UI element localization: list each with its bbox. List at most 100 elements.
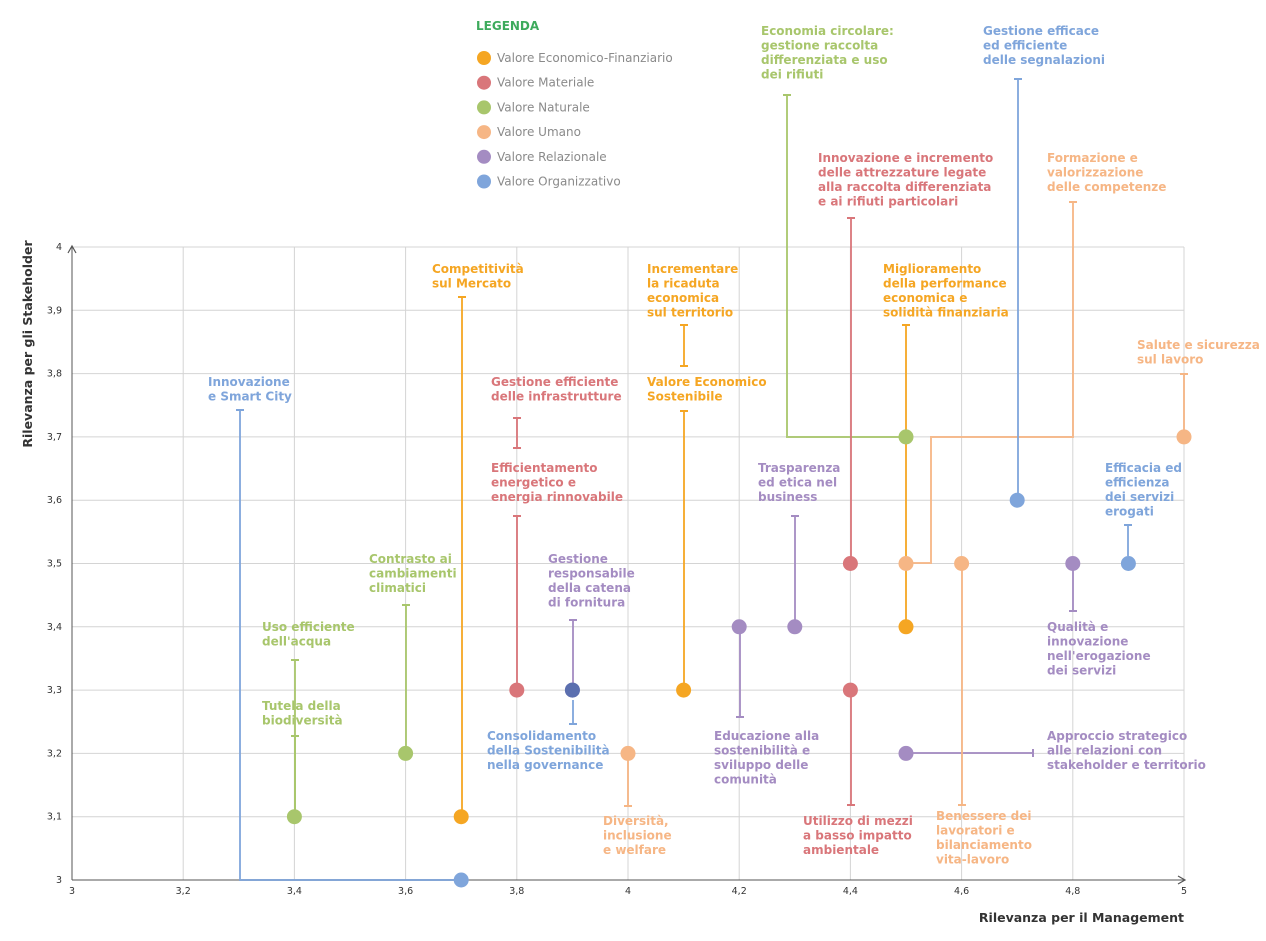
x-tick-label: 3,6 xyxy=(398,886,413,897)
point-label-line: Efficacia ed xyxy=(1105,461,1182,475)
point-label-line: della Sostenibilità xyxy=(487,744,610,758)
legend-title: LEGENDA xyxy=(476,19,540,33)
point-label-line: nella governance xyxy=(487,758,603,772)
point-label-line: erogati xyxy=(1105,505,1154,519)
data-point xyxy=(787,619,803,635)
data-point xyxy=(1065,556,1081,571)
y-tick-label: 3,3 xyxy=(47,685,62,696)
x-tick-label: 4,6 xyxy=(954,886,969,897)
y-tick-label: 3 xyxy=(56,875,62,886)
point-label: Educazione alla sostenibilità e sviluppo d… xyxy=(714,729,819,787)
point-label-line: alle relazioni con xyxy=(1047,744,1162,758)
leader-line xyxy=(786,95,906,438)
point-label: Gestione efficiente delle infrastrutture xyxy=(491,375,622,404)
point-label-line: dell'acqua xyxy=(262,635,331,649)
point-label-line: stakeholder e territorio xyxy=(1047,758,1206,772)
x-axis-title: Rilevanza per il Management xyxy=(979,910,1184,925)
y-tick-label: 3,5 xyxy=(47,559,62,570)
point-label-line: Innovazione e incremento xyxy=(818,151,993,165)
point-label-line: la ricaduta xyxy=(647,277,720,291)
x-tick-label: 4 xyxy=(625,886,631,897)
point-label-line: responsabile xyxy=(548,567,635,581)
point-label-line: Contrasto ai xyxy=(369,552,452,566)
point-label-line: dei servizi xyxy=(1105,490,1174,504)
point-label-line: Miglioramento xyxy=(883,262,981,276)
x-tick-label: 3,2 xyxy=(176,886,191,897)
point-label-line: efficienza xyxy=(1105,476,1170,490)
data-point xyxy=(509,682,525,698)
point-label-line: nell'erogazione xyxy=(1047,649,1151,663)
legend-item: Valore Organizzativo xyxy=(497,175,621,189)
data-point xyxy=(842,682,858,698)
y-axis-title: Rilevanza per gli Stakeholder xyxy=(20,240,35,448)
point-label-line: alla raccolta differenziata xyxy=(818,180,991,194)
point-label: Uso efficiente dell'acqua xyxy=(262,620,355,649)
data-point xyxy=(1009,492,1025,508)
x-tick-label: 5 xyxy=(1181,886,1187,897)
x-tick-label: 4,4 xyxy=(843,886,858,897)
point-label-line: solidità finanziaria xyxy=(883,306,1009,320)
point-label-line: Economia circolare: xyxy=(761,24,894,38)
y-axis-arrow xyxy=(67,244,77,254)
point-label: Economia circolare: gestione raccolta diff… xyxy=(761,24,894,82)
point-label-line: dei rifiuti xyxy=(761,68,823,82)
data-point xyxy=(453,809,469,825)
point-label: Gestione responsabile della catena di forni… xyxy=(548,552,635,610)
data-point xyxy=(453,872,469,888)
point-label-line: della performance xyxy=(883,277,1007,291)
tick-labels: 3 3,2 3,4 3,6 3,8 4 4,2 4,4 4,6 4,8 5 3 3,1 3,2 3,3 3,4… xyxy=(47,242,1187,897)
point-label-line: differenziata e uso xyxy=(761,53,888,67)
point-label-line: Innovazione xyxy=(208,375,290,389)
point-label: Trasparenza ed etica nel business xyxy=(758,461,840,504)
x-tick-label: 3,8 xyxy=(509,886,524,897)
point-label-line: Sostenibile xyxy=(647,390,723,404)
point-label-line: sostenibilità e xyxy=(714,744,810,758)
data-point xyxy=(398,745,414,761)
legend-swatch xyxy=(477,149,491,164)
point-label-line: innovazione xyxy=(1047,635,1128,649)
point-label-line: economica xyxy=(647,291,719,305)
y-tick-label: 3,4 xyxy=(47,622,62,633)
point-label: Utilizzo di mezzi a basso impatto ambienta… xyxy=(803,814,913,857)
data-point xyxy=(954,556,970,571)
x-tick-label: 3,4 xyxy=(287,886,302,897)
point-label-line: Utilizzo di mezzi xyxy=(803,814,913,828)
point-label-line: dei servizi xyxy=(1047,664,1116,678)
point-label-line: biodiversità xyxy=(262,714,343,728)
y-tick-label: 3,2 xyxy=(47,748,62,759)
data-point xyxy=(898,745,914,761)
point-label: Innovazione e incremento delle attrezzatu… xyxy=(818,151,993,209)
data-point xyxy=(1176,429,1192,445)
legend-item: Valore Umano xyxy=(497,125,581,139)
point-label-line: Trasparenza xyxy=(758,461,840,475)
legend-swatch xyxy=(477,75,491,90)
point-label-line: Approccio strategico xyxy=(1047,729,1187,743)
x-axis-arrow xyxy=(1177,875,1187,885)
point-label-line: ambientale xyxy=(803,843,879,857)
point-label: Valore Economico Sostenibile xyxy=(647,375,767,404)
point-label: Incrementare la ricaduta economica sul terr… xyxy=(647,262,738,320)
point-label-line: sul territorio xyxy=(647,306,733,320)
point-label: Benessere dei lavoratori e bilanciamento vi… xyxy=(936,809,1032,867)
point-label: Consolidamento della Sostenibilità nella g… xyxy=(487,729,610,772)
point-label: Approccio strategico alle relazioni con st… xyxy=(1047,729,1206,772)
legend-swatch xyxy=(477,125,491,140)
point-label-line: di fornitura xyxy=(548,596,625,610)
legend: LEGENDA Valore Economico-Finanziario Valor… xyxy=(476,19,673,189)
y-tick-label: 3,8 xyxy=(47,369,62,380)
grid xyxy=(72,246,1185,880)
point-label-line: della catena xyxy=(548,581,631,595)
data-point xyxy=(286,809,302,825)
point-label: Efficacia ed efficienza dei servizi erogati xyxy=(1105,461,1182,519)
point-label-line: inclusione xyxy=(603,829,672,843)
y-tick-label: 3,6 xyxy=(47,495,62,506)
point-label-line: bilanciamento xyxy=(936,838,1032,852)
point-label: Innovazione e Smart City xyxy=(208,375,292,404)
point-label-line: valorizzazione xyxy=(1047,166,1143,180)
point-label-line: Diversità, xyxy=(603,814,669,828)
point-label-line: Tutela della xyxy=(262,699,341,713)
point-label-line: Incrementare xyxy=(647,262,738,276)
point-label-line: e welfare xyxy=(603,843,666,857)
point-label: Diversità, inclusione e welfare xyxy=(603,814,672,857)
point-label-line: e Smart City xyxy=(208,390,292,404)
